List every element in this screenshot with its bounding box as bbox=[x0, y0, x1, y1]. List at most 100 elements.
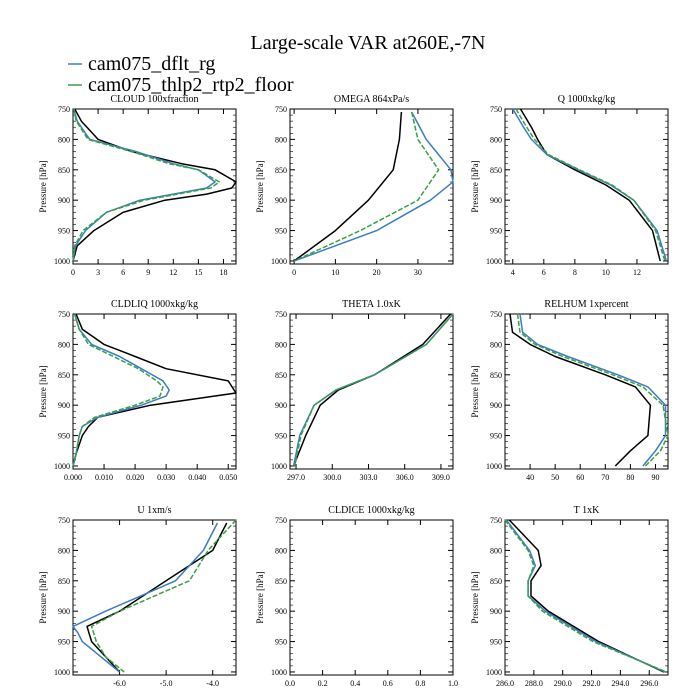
x-tick-label: 306.0 bbox=[396, 473, 414, 482]
y-tick-label: 1000 bbox=[271, 668, 287, 677]
y-axis-label: Pressure [hPa] bbox=[38, 160, 48, 212]
series-line-thlp2 bbox=[293, 111, 440, 262]
x-tick-label: 300.0 bbox=[323, 473, 341, 482]
x-tick-label: 12 bbox=[169, 268, 177, 277]
y-tick-label: 750 bbox=[490, 516, 502, 525]
y-axis-label: Pressure [hPa] bbox=[255, 571, 265, 623]
y-tick-label: 850 bbox=[275, 577, 287, 586]
series-line-thlp2 bbox=[294, 313, 454, 467]
x-tick-label: 1.0 bbox=[448, 679, 458, 688]
y-axis-label: Pressure [hPa] bbox=[38, 365, 48, 417]
x-tick-label: 90 bbox=[651, 473, 659, 482]
panel-title: OMEGA 864xPa/s bbox=[334, 94, 409, 105]
x-tick-label: -4.0 bbox=[206, 679, 219, 688]
y-tick-label: 1000 bbox=[486, 462, 502, 471]
y-tick-label: 950 bbox=[58, 432, 70, 441]
x-tick-label: 12 bbox=[633, 268, 641, 277]
x-tick-label: 60 bbox=[576, 473, 584, 482]
series-line-ref bbox=[509, 313, 652, 467]
x-tick-label: 3 bbox=[96, 268, 100, 277]
x-tick-label: 18 bbox=[219, 268, 227, 277]
panel-title: U 1xm/s bbox=[137, 505, 171, 516]
y-tick-label: 750 bbox=[490, 105, 502, 114]
x-tick-label: 20 bbox=[373, 268, 381, 277]
y-axis-label: Pressure [hPa] bbox=[470, 571, 480, 623]
panel-title: CLDLIQ 1000xkg/kg bbox=[111, 299, 198, 310]
x-tick-label: 294.0 bbox=[611, 679, 629, 688]
x-tick-label: 0.040 bbox=[188, 473, 206, 482]
x-tick-label: 0 bbox=[292, 268, 296, 277]
series-line-dflt bbox=[293, 111, 454, 262]
x-tick-label: 309.0 bbox=[432, 473, 450, 482]
series-line-dflt bbox=[72, 108, 216, 262]
series-line-ref bbox=[508, 519, 665, 673]
y-tick-label: 850 bbox=[490, 371, 502, 380]
y-tick-label: 800 bbox=[490, 135, 502, 144]
series-line-ref bbox=[72, 313, 237, 467]
x-tick-label: 0.2 bbox=[318, 679, 328, 688]
x-tick-label: 50 bbox=[551, 473, 559, 482]
x-tick-label: 15 bbox=[194, 268, 202, 277]
x-tick-label: 0 bbox=[71, 268, 75, 277]
plot-frame bbox=[289, 313, 454, 470]
series-line-dflt bbox=[512, 108, 668, 262]
y-tick-label: 850 bbox=[58, 166, 70, 175]
y-tick-label: 950 bbox=[490, 638, 502, 647]
y-tick-label: 1000 bbox=[54, 668, 70, 677]
series-line-thlp2 bbox=[515, 108, 666, 262]
y-tick-label: 900 bbox=[490, 401, 502, 410]
y-tick-label: 950 bbox=[275, 638, 287, 647]
y-tick-label: 800 bbox=[58, 135, 70, 144]
y-tick-label: 950 bbox=[275, 432, 287, 441]
y-axis-label: Pressure [hPa] bbox=[470, 365, 480, 417]
panel-title: RELHUM 1xpercent bbox=[544, 299, 628, 310]
x-tick-label: 0.050 bbox=[219, 473, 237, 482]
y-axis-label: Pressure [hPa] bbox=[470, 160, 480, 212]
x-tick-label: 286.0 bbox=[496, 679, 514, 688]
panel-title: T 1xK bbox=[574, 505, 600, 516]
x-tick-label: 296.0 bbox=[640, 679, 658, 688]
series-line-thlp2 bbox=[516, 313, 669, 467]
x-tick-label: 0.030 bbox=[157, 473, 175, 482]
x-tick-label: 0.8 bbox=[415, 679, 425, 688]
legend-label-thlp2: cam075_thlp2_rtp2_floor bbox=[88, 74, 294, 96]
y-tick-label: 900 bbox=[275, 401, 287, 410]
series-line-thlp2 bbox=[90, 519, 237, 673]
y-tick-label: 950 bbox=[275, 227, 287, 236]
plot-frame bbox=[289, 519, 454, 676]
y-tick-label: 800 bbox=[275, 135, 287, 144]
series-line-ref bbox=[292, 313, 452, 467]
x-tick-label: 10 bbox=[602, 268, 610, 277]
x-tick-label: 10 bbox=[331, 268, 339, 277]
panel-relhum: RELHUM 1xpercent 750 800 850 900 950 1000 40 50 6… bbox=[470, 299, 669, 482]
y-tick-label: 1000 bbox=[54, 462, 70, 471]
plot-frame bbox=[72, 519, 237, 676]
y-tick-label: 800 bbox=[58, 546, 70, 555]
y-axis-label: Pressure [hPa] bbox=[38, 571, 48, 623]
panel-omega: OMEGA 864xPa/s 750 800 850 900 950 1000 0 10 20 30… bbox=[255, 94, 454, 277]
panel-t: T 1xK 750 800 850 900 950 1000 286.0 288.0 290.0 2… bbox=[470, 505, 669, 688]
x-tick-label: 0.4 bbox=[350, 679, 360, 688]
y-tick-label: 1000 bbox=[271, 462, 287, 471]
y-tick-label: 900 bbox=[490, 607, 502, 616]
y-tick-label: 850 bbox=[58, 577, 70, 586]
x-tick-label: 9 bbox=[146, 268, 150, 277]
y-tick-label: 950 bbox=[490, 432, 502, 441]
y-tick-label: 850 bbox=[490, 577, 502, 586]
y-tick-label: 950 bbox=[58, 638, 70, 647]
y-tick-label: 750 bbox=[58, 310, 70, 319]
plot-frame bbox=[504, 519, 669, 676]
y-tick-label: 750 bbox=[58, 105, 70, 114]
y-axis-label: Pressure [hPa] bbox=[255, 160, 265, 212]
plot-frame bbox=[504, 313, 669, 470]
y-tick-label: 750 bbox=[490, 310, 502, 319]
series-line-dflt bbox=[72, 313, 170, 467]
x-tick-label: 40 bbox=[526, 473, 534, 482]
x-tick-label: -6.0 bbox=[113, 679, 126, 688]
y-tick-label: 900 bbox=[275, 607, 287, 616]
y-tick-label: 900 bbox=[490, 196, 502, 205]
x-tick-label: 303.0 bbox=[359, 473, 377, 482]
series-line-ref bbox=[519, 108, 661, 262]
